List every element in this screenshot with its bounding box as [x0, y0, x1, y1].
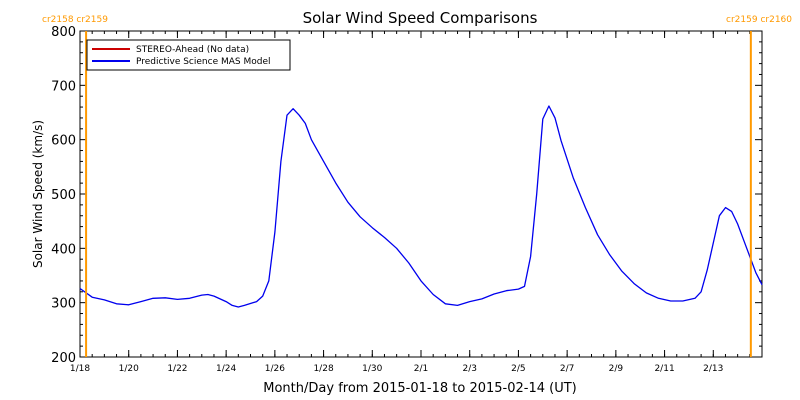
legend: STEREO-Ahead (No data) Predictive Scienc…	[86, 39, 291, 71]
x-tick-label: 2/3	[462, 364, 476, 374]
y-axis-label: Solar Wind Speed (km/s)	[31, 120, 45, 268]
y-tick-label: 800	[51, 25, 76, 40]
y-tick-label: 600	[51, 134, 76, 149]
y-tick-label: 300	[51, 297, 76, 312]
chart-title: Solar Wind Speed Comparisons	[303, 9, 538, 27]
carrington-label-1: cr2159 cr2160	[726, 15, 792, 25]
y-tick-label: 200	[51, 351, 76, 366]
x-tick-label: 2/9	[609, 364, 624, 374]
x-tick-label: 2/11	[654, 364, 674, 374]
x-tick-label: 2/1	[414, 364, 428, 374]
plot-area: 200 300 400 500 600 700 800 1/18 1/20 1/22 1/24 1/2…	[42, 15, 792, 374]
y-tick-label: 700	[51, 79, 76, 94]
legend-label-mas: Predictive Science MAS Model	[136, 57, 271, 67]
x-tick-label: 1/18	[70, 364, 90, 374]
x-tick-label: 1/22	[167, 364, 187, 374]
y-tick-label: 500	[51, 188, 76, 203]
x-tick-label: 1/26	[265, 364, 285, 374]
x-tick-label: 1/28	[313, 364, 333, 374]
x-tick-label: 1/20	[119, 364, 139, 374]
x-tick-label: 1/24	[216, 364, 236, 374]
plot-frame	[79, 30, 763, 358]
x-tick-label: 1/30	[362, 364, 382, 374]
carrington-label-0: cr2158 cr2159	[42, 15, 108, 25]
legend-box	[86, 39, 291, 71]
series-line-0	[79, 105, 763, 308]
y-tick-label: 400	[51, 242, 76, 257]
x-tick-label: 2/5	[511, 364, 525, 374]
x-axis-label: Month/Day from 2015-01-18 to 2015-02-14 …	[263, 381, 576, 396]
legend-label-stereo: STEREO-Ahead (No data)	[136, 45, 249, 55]
x-tick-label: 2/7	[560, 364, 574, 374]
x-tick-label: 2/13	[703, 364, 723, 374]
